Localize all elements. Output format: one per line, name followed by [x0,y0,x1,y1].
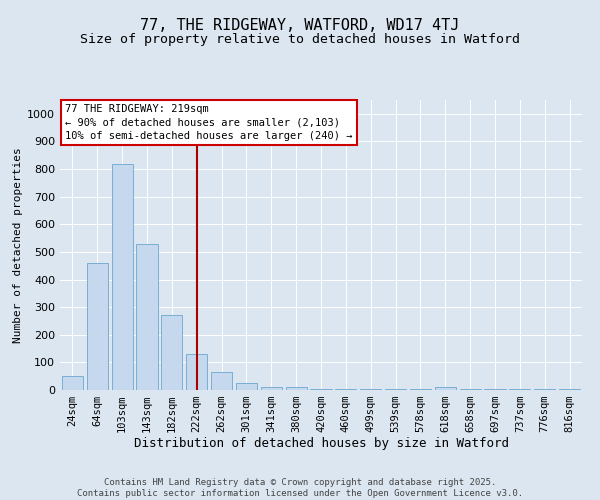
Y-axis label: Number of detached properties: Number of detached properties [13,147,23,343]
Bar [310,388,332,390]
Bar [161,316,182,390]
Bar [261,387,282,390]
Bar [87,263,108,390]
Bar [236,383,257,390]
Text: Size of property relative to detached houses in Watford: Size of property relative to detached ho… [80,32,520,46]
Text: 77 THE RIDGEWAY: 219sqm
← 90% of detached houses are smaller (2,103)
10% of semi: 77 THE RIDGEWAY: 219sqm ← 90% of detache… [65,104,353,141]
Bar [286,387,307,390]
Bar [112,164,133,390]
Text: Contains HM Land Registry data © Crown copyright and database right 2025.
Contai: Contains HM Land Registry data © Crown c… [77,478,523,498]
Text: 77, THE RIDGEWAY, WATFORD, WD17 4TJ: 77, THE RIDGEWAY, WATFORD, WD17 4TJ [140,18,460,32]
X-axis label: Distribution of detached houses by size in Watford: Distribution of detached houses by size … [133,436,509,450]
Bar [211,372,232,390]
Bar [435,387,456,390]
Bar [62,376,83,390]
Bar [136,244,158,390]
Bar [186,354,207,390]
